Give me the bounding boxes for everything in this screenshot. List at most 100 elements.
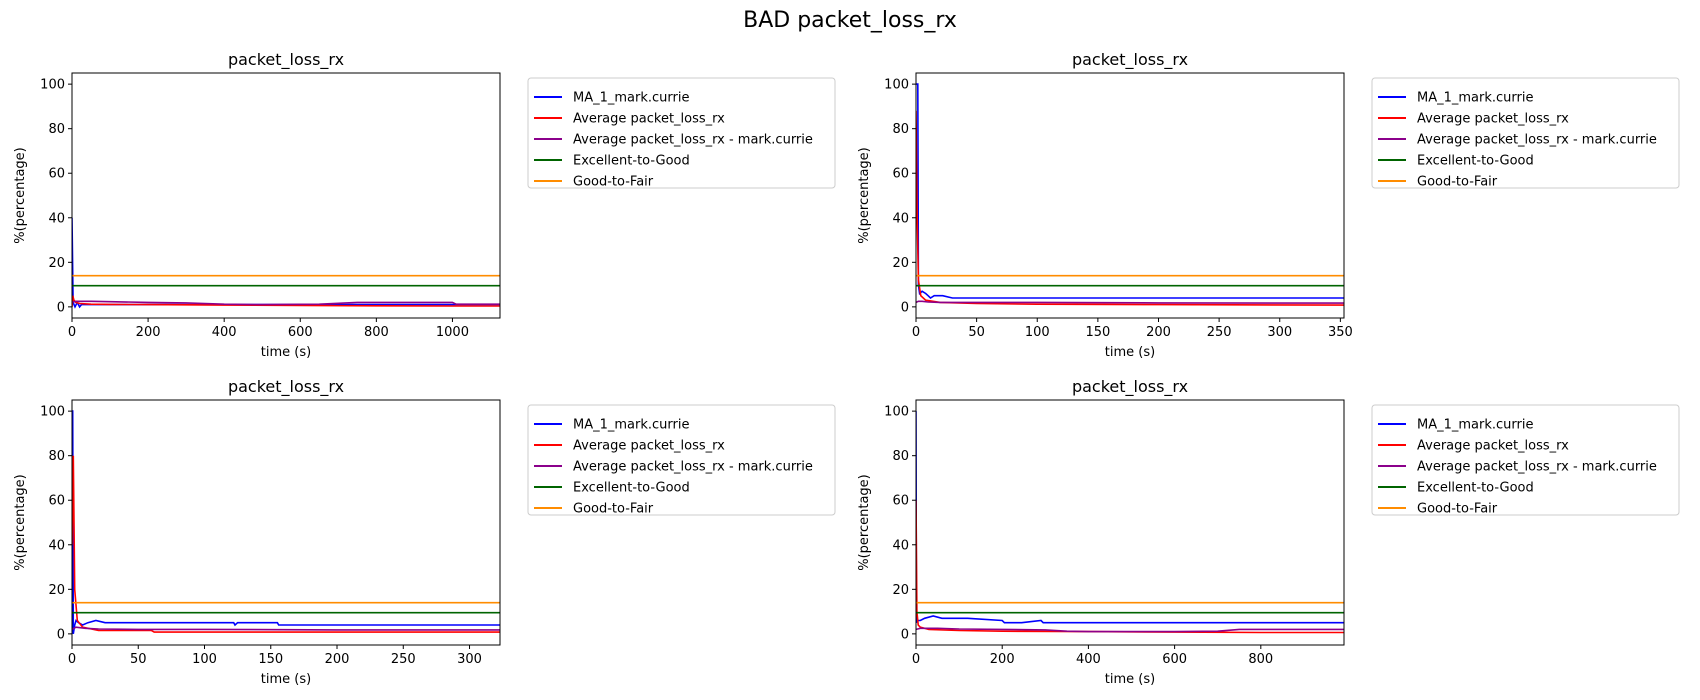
legend: MA_1_mark.currie Average packet_loss_rx Av… — [1371, 404, 1680, 517]
y-tick-label: 100 — [884, 405, 909, 420]
legend-label-average-packet-loss-rx: Average packet_loss_rx — [573, 112, 725, 127]
x-tick-label: 800 — [1248, 652, 1273, 667]
figure-title: BAD packet_loss_rx — [743, 8, 957, 33]
y-tick-label: 40 — [892, 211, 909, 226]
y-axis-label: %(percentage) — [857, 147, 872, 244]
x-tick-label: 200 — [990, 652, 1015, 667]
legend-box — [527, 77, 836, 189]
y-tick-label: 80 — [892, 449, 909, 464]
subplot-title: packet_loss_rx — [1072, 377, 1188, 397]
y-tick-label: 80 — [892, 122, 909, 137]
x-tick-label: 400 — [212, 325, 237, 340]
x-tick-label: 0 — [68, 652, 76, 667]
legend-label-ma-1-mark-currie: MA_1_mark.currie — [1417, 91, 1533, 106]
x-tick-label: 250 — [1207, 325, 1232, 340]
legend-label-ma-1-mark-currie: MA_1_mark.currie — [573, 91, 689, 106]
x-tick-label: 300 — [1267, 325, 1292, 340]
x-tick-label: 600 — [288, 325, 313, 340]
legend: MA_1_mark.currie Average packet_loss_rx Av… — [527, 404, 836, 517]
y-tick-label: 40 — [48, 538, 65, 553]
y-axis-label: %(percentage) — [13, 474, 28, 571]
series-line-average-packet-loss-rx-mark-currie — [72, 300, 500, 306]
legend-label-average-packet-loss-rx-mark-currie: Average packet_loss_rx - mark.currie — [1417, 133, 1657, 148]
legend-label-ma-1-mark-currie: MA_1_mark.currie — [573, 418, 689, 433]
subplot-title: packet_loss_rx — [228, 50, 344, 70]
y-tick-label: 40 — [48, 211, 65, 226]
x-tick-label: 0 — [912, 652, 920, 667]
y-tick-label: 100 — [40, 78, 65, 93]
y-tick-label: 40 — [892, 538, 909, 553]
plot-frame — [71, 399, 501, 646]
y-tick-label: 20 — [892, 256, 909, 271]
x-tick-label: 100 — [1025, 325, 1050, 340]
x-tick-label: 200 — [136, 325, 161, 340]
legend-label-ma-1-mark-currie: MA_1_mark.currie — [1417, 418, 1533, 433]
series-line-average-packet-loss-rx — [916, 110, 1344, 306]
x-tick-label: 150 — [1085, 325, 1110, 340]
legend-label-average-packet-loss-rx-mark-currie: Average packet_loss_rx - mark.currie — [1417, 460, 1657, 475]
y-tick-label: 80 — [48, 449, 65, 464]
x-axis-label: time (s) — [261, 345, 311, 360]
y-tick-label: 60 — [48, 167, 65, 182]
legend-box — [1371, 404, 1680, 516]
y-tick-label: 0 — [57, 300, 65, 315]
y-tick-label: 80 — [48, 122, 65, 137]
series-line-average-packet-loss-rx — [72, 295, 500, 307]
legend-label-average-packet-loss-rx-mark-currie: Average packet_loss_rx - mark.currie — [573, 133, 813, 148]
y-tick-label: 20 — [48, 583, 65, 598]
y-tick-label: 20 — [48, 256, 65, 271]
legend-label-average-packet-loss-rx: Average packet_loss_rx — [573, 439, 725, 454]
series-line-ma-1-mark-currie — [916, 411, 1344, 624]
legend-label-good-to-fair: Good-to-Fair — [573, 502, 654, 517]
legend-box — [1371, 77, 1680, 189]
x-tick-label: 800 — [364, 325, 389, 340]
legend-label-good-to-fair: Good-to-Fair — [573, 175, 654, 190]
x-tick-label: 250 — [391, 652, 416, 667]
series-line-average-packet-loss-rx-mark-currie — [72, 626, 500, 631]
x-tick-label: 300 — [457, 652, 482, 667]
plot-frame — [915, 399, 1345, 646]
legend: MA_1_mark.currie Average packet_loss_rx Av… — [1371, 77, 1680, 190]
series-line-average-packet-loss-rx-mark-currie — [916, 627, 1344, 633]
x-axis-label: time (s) — [1105, 672, 1155, 687]
plot-frame — [71, 72, 501, 319]
series-line-ma-1-mark-currie — [72, 410, 500, 635]
series-line-ma-1-mark-currie — [916, 83, 1344, 300]
y-tick-label: 100 — [40, 405, 65, 420]
y-axis-label: %(percentage) — [857, 474, 872, 571]
series-line-ma-1-mark-currie — [72, 217, 500, 309]
series-line-average-packet-loss-rx-mark-currie — [916, 300, 1344, 304]
y-tick-label: 60 — [892, 494, 909, 509]
y-tick-label: 0 — [901, 300, 909, 315]
y-tick-label: 100 — [884, 78, 909, 93]
y-tick-label: 0 — [901, 627, 909, 642]
x-axis-label: time (s) — [261, 672, 311, 687]
legend-box — [527, 404, 836, 516]
legend-label-good-to-fair: Good-to-Fair — [1417, 175, 1498, 190]
legend: MA_1_mark.currie Average packet_loss_rx Av… — [527, 77, 836, 190]
legend-label-excellent-to-good: Excellent-to-Good — [573, 481, 690, 496]
subplot-title: packet_loss_rx — [1072, 50, 1188, 70]
plot-frame — [915, 72, 1345, 319]
x-tick-label: 200 — [1146, 325, 1171, 340]
x-tick-label: 1000 — [436, 325, 469, 340]
x-axis-label: time (s) — [1105, 345, 1155, 360]
legend-label-average-packet-loss-rx: Average packet_loss_rx — [1417, 112, 1569, 127]
x-tick-label: 200 — [325, 652, 350, 667]
legend-label-excellent-to-good: Excellent-to-Good — [1417, 481, 1534, 496]
x-tick-label: 100 — [192, 652, 217, 667]
x-tick-label: 50 — [130, 652, 147, 667]
legend-label-excellent-to-good: Excellent-to-Good — [1417, 154, 1534, 169]
y-tick-label: 60 — [892, 167, 909, 182]
x-tick-label: 0 — [912, 325, 920, 340]
x-tick-label: 0 — [68, 325, 76, 340]
legend-label-good-to-fair: Good-to-Fair — [1417, 502, 1498, 517]
y-tick-label: 0 — [57, 627, 65, 642]
x-tick-label: 400 — [1076, 652, 1101, 667]
series-line-average-packet-loss-rx — [916, 500, 1344, 634]
x-tick-label: 50 — [968, 325, 985, 340]
x-tick-label: 150 — [258, 652, 283, 667]
